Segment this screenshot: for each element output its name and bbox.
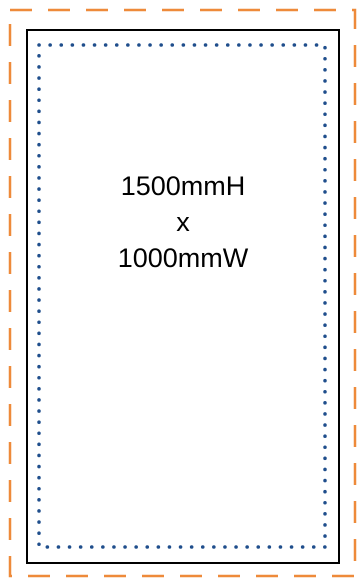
dimension-separator: x [176, 207, 190, 237]
width-dimension-label: 1000mmW [117, 243, 249, 273]
bleed-boundary [8, 8, 357, 578]
safe-area-boundary [37, 43, 327, 549]
height-dimension-label: 1500mmH [120, 171, 246, 201]
trim-boundary [26, 29, 340, 564]
